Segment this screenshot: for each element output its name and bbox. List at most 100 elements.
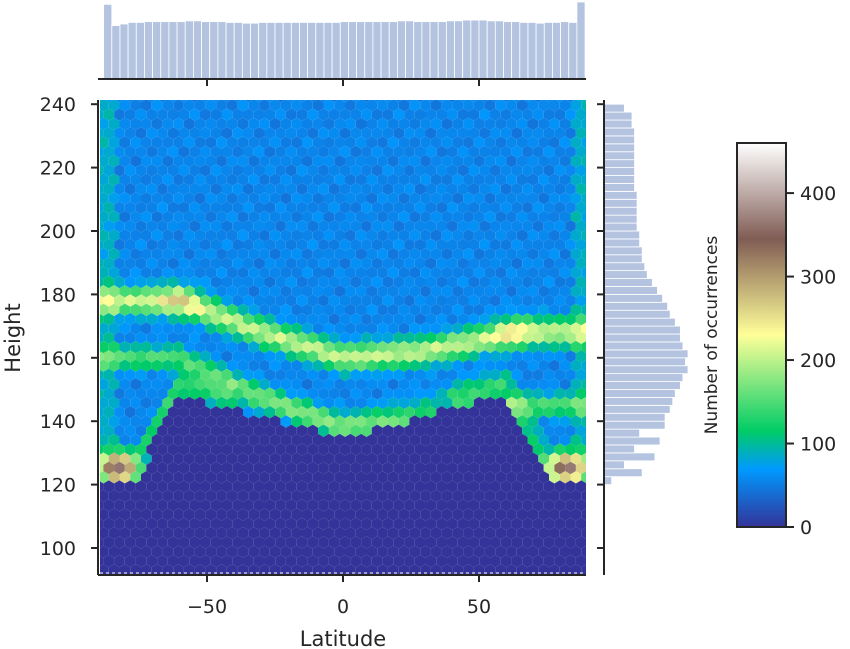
hexbin-cell <box>167 350 179 363</box>
hexbin-cell <box>275 350 286 363</box>
hexbin-cell <box>141 396 152 410</box>
hexbin-cell <box>210 164 222 177</box>
hexbin-cell <box>425 331 437 344</box>
hexbin-cell <box>345 100 356 112</box>
hexbin-cell <box>248 340 260 354</box>
hexbin-cell <box>527 192 539 205</box>
hexbin-cell <box>436 182 447 196</box>
hexbin-cell <box>178 554 190 568</box>
hexbin-cell <box>115 100 124 103</box>
hexbin-cell <box>280 100 292 112</box>
hexbin-cell <box>473 100 485 112</box>
hexbin-cell <box>312 247 324 261</box>
hexbin-cell <box>441 154 453 168</box>
hexbin-cell <box>581 285 586 298</box>
hexbin-cell <box>441 173 453 186</box>
hexbin-cell <box>355 396 367 410</box>
hexbin-cell <box>452 396 464 410</box>
hexbin-cell <box>425 164 437 177</box>
hexbin-cell <box>495 154 507 168</box>
hexbin-cell <box>275 164 286 177</box>
hexbin-cell <box>312 266 324 279</box>
hexbin-cell <box>339 424 351 437</box>
hexbin-cell <box>108 526 120 540</box>
hexbin-cell <box>323 100 335 112</box>
hexbin-cell <box>173 266 184 279</box>
hexbin-cell <box>269 117 281 131</box>
hexbin-cell <box>237 489 249 503</box>
hexbin-cell <box>587 127 598 139</box>
hexbin-cell <box>328 182 340 196</box>
hexbin-cell <box>490 257 501 270</box>
hexbin-cell <box>259 545 270 558</box>
hexbin-cell <box>436 145 447 158</box>
hexbin-cell <box>532 127 544 140</box>
hexbin-cell <box>522 331 533 344</box>
hexbin-cell <box>210 257 222 270</box>
hexbin-cell <box>566 100 575 103</box>
hexbin-cell <box>216 136 227 149</box>
hexbin-cell <box>100 285 109 298</box>
hexbin-cell <box>516 192 528 205</box>
hexbin-cell <box>183 415 195 428</box>
hexbin-cell <box>221 127 233 140</box>
hexbin-cell <box>280 526 292 540</box>
hexbin-cell <box>382 554 394 568</box>
marginal-x-bar <box>299 22 309 80</box>
hexbin-cell <box>334 508 345 521</box>
hexbin-cell <box>141 508 152 521</box>
hexbin-cell <box>291 100 302 112</box>
hexbin-cell <box>323 359 335 372</box>
hexbin-cell <box>269 471 281 484</box>
hexbin-cell <box>157 313 168 326</box>
hexbin-cell <box>226 136 238 149</box>
hexbin-cell <box>330 100 339 103</box>
hexbin-cell <box>350 480 362 493</box>
hexbin-cell <box>307 499 319 512</box>
hexbin-cell <box>285 275 297 289</box>
hexbin-cell <box>291 340 302 354</box>
hexbin-cell <box>183 266 195 279</box>
marginal-x-bar <box>135 22 145 80</box>
hexbin-cell <box>210 331 222 344</box>
hexbin-cell <box>587 462 598 474</box>
hexbin-cell <box>409 433 421 447</box>
hexbin-cell <box>361 480 372 493</box>
hexbin-cell <box>570 173 582 186</box>
hexbin-heatmap <box>100 100 598 575</box>
hexbin-cell <box>130 210 141 224</box>
hexbin-cell <box>436 294 447 307</box>
hexbin-cell <box>210 294 222 307</box>
hexbin-cell <box>409 489 421 503</box>
hexbin-cell <box>500 164 512 177</box>
hexbin-cell <box>350 182 362 196</box>
hexbin-cell <box>532 275 544 289</box>
hexbin-cell <box>162 136 174 149</box>
hexbin-cell <box>100 322 109 335</box>
hexbin-cell <box>264 536 276 549</box>
hexbin-cell <box>312 433 324 447</box>
hexbin-cell <box>296 443 308 456</box>
hexbin-cell <box>253 238 265 251</box>
hexbin-cell <box>103 443 115 456</box>
marginal-y-bar <box>603 452 656 462</box>
hexbin-cell <box>436 480 447 493</box>
hexbin-cell <box>479 331 490 344</box>
hexbin-cell <box>516 154 528 168</box>
hexbin-cell <box>559 303 571 317</box>
hexbin-cell <box>328 127 340 140</box>
hexbin-cell <box>457 554 469 568</box>
colorbar-tick-label: 300 <box>800 267 836 289</box>
hexbin-cell <box>468 164 480 177</box>
hexbin-cell <box>473 526 485 540</box>
hexbin-cell <box>575 164 586 177</box>
hexbin-cell <box>100 526 109 540</box>
marginal-y-bar <box>603 246 643 256</box>
marginal-y-bar <box>603 317 676 327</box>
hexbin-cell <box>151 117 163 131</box>
marginal-x-bar <box>364 21 374 80</box>
hexbin-cell <box>516 471 528 484</box>
hexbin-cell <box>243 406 254 419</box>
hexbin-cell <box>414 536 426 549</box>
hexbin-cell <box>237 266 249 279</box>
